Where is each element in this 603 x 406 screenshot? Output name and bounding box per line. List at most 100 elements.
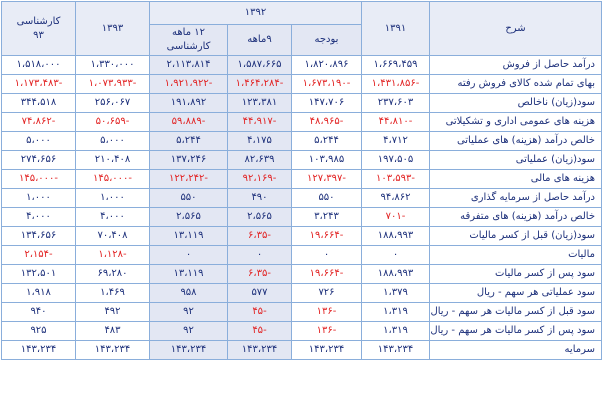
table-cell: ۲۳۷،۶۰۳ bbox=[361, 93, 430, 113]
row-label: خالص درآمد (هزینه) های متفرقه bbox=[429, 207, 602, 227]
table-cell: ۱۳۲،۵۰۱ bbox=[1, 264, 76, 284]
table-cell: ۹۴،۸۶۲ bbox=[361, 188, 430, 208]
header-year-1391: ۱۳۹۱ bbox=[361, 1, 430, 56]
table-cell: ۱،۰۰۰ bbox=[1, 188, 76, 208]
table-cell: ۷۲۶ bbox=[291, 283, 362, 303]
table-cell: -۱،۴۶۴،۲۸۴ bbox=[227, 74, 292, 94]
header-row-1: شرح ۱۳۹۱ ۱۳۹۲ ۱۳۹۳ کارشناسی ۹۳ bbox=[1, 1, 602, 56]
table-cell: -۴۴،۸۱۰ bbox=[361, 112, 430, 132]
header-description: شرح bbox=[429, 1, 602, 56]
table-cell: ۱۹۱،۸۹۲ bbox=[149, 93, 228, 113]
table-cell: -۶،۳۵ bbox=[227, 264, 292, 284]
table-cell: -۱۲۷،۳۹۷ bbox=[291, 169, 362, 189]
table-cell: ۲،۵۶۵ bbox=[227, 207, 292, 227]
header-year-1392: ۱۳۹۲ bbox=[149, 1, 362, 25]
table-cell: ۴،۰۰۰ bbox=[1, 207, 76, 227]
table-cell: -۷۴،۸۶۲ bbox=[1, 112, 76, 132]
table-cell: ۱۸۸،۹۹۳ bbox=[361, 264, 430, 284]
header-expert-93-line1: کارشناسی bbox=[16, 15, 61, 27]
table-cell: ۴۸۳ bbox=[75, 321, 150, 341]
row-label: سود پس از کسر مالیات bbox=[429, 264, 602, 284]
table-cell: -۴۸،۹۶۵ bbox=[291, 112, 362, 132]
table-cell: ۰ bbox=[291, 245, 362, 265]
table-cell: ۰ bbox=[149, 245, 228, 265]
table-cell: -۴۵ bbox=[227, 302, 292, 322]
table-cell: ۴۹۲ bbox=[75, 302, 150, 322]
table-cell: ۵۷۷ bbox=[227, 283, 292, 303]
table-cell: ۰ bbox=[227, 245, 292, 265]
table-cell: ۱۳،۱۱۹ bbox=[149, 226, 228, 246]
header-expert-93-line2: ۹۳ bbox=[33, 29, 44, 41]
row-label: خالص درآمد (هزینه) های عملیاتی bbox=[429, 131, 602, 151]
table-cell: ۱۳۴،۶۵۶ bbox=[1, 226, 76, 246]
table-cell: -۱،۶۷۳،۱۹۰ bbox=[291, 74, 362, 94]
table-cell: -۴۵ bbox=[227, 321, 292, 341]
table-row: سود قبل از کسر مالیات هر سهم - ریال ۱،۳۱۹… bbox=[1, 302, 602, 322]
row-label: سود(زیان) عملیاتی bbox=[429, 150, 602, 170]
header-budget: بودجه bbox=[291, 24, 362, 56]
table-cell: -۴۴،۹۱۷ bbox=[227, 112, 292, 132]
table-cell: -۱،۱۷۳،۴۸۳ bbox=[1, 74, 76, 94]
table-cell: ۱،۵۸۷،۶۶۵ bbox=[227, 55, 292, 75]
table-cell: ۹۵۸ bbox=[149, 283, 228, 303]
row-label: بهای تمام شده کالای فروش رفته bbox=[429, 74, 602, 94]
row-label: سود(زیان) ناخالص bbox=[429, 93, 602, 113]
table-cell: -۹۲،۱۶۹ bbox=[227, 169, 292, 189]
table-cell: ۲،۱۱۳،۸۱۴ bbox=[149, 55, 228, 75]
table-cell: ۱،۵۱۸،۰۰۰ bbox=[1, 55, 76, 75]
table-row: هزینه های عمومی اداری و تشکیلاتی -۴۴،۸۱۰-… bbox=[1, 112, 602, 132]
table-cell: ۰ bbox=[361, 245, 430, 265]
row-label: درآمد حاصل از فروش bbox=[429, 55, 602, 75]
table-cell: ۱۴۳،۲۳۴ bbox=[291, 340, 362, 360]
row-label: هزینه های عمومی اداری و تشکیلاتی bbox=[429, 112, 602, 132]
table-cell: -۷۰۱ bbox=[361, 207, 430, 227]
table-row: سرمایه ۱۴۳،۲۳۴ ۱۴۳،۲۳۴ ۱۴۳،۲۳۴ ۱۴۳،۲۳۴ ۱۴۳،۲۳… bbox=[1, 340, 602, 360]
row-label: سود(زیان) قبل از کسر مالیات bbox=[429, 226, 602, 246]
table-cell: -۲،۱۵۴ bbox=[1, 245, 76, 265]
table-cell: ۹۲ bbox=[149, 321, 228, 341]
table-cell: -۱۳۶ bbox=[291, 302, 362, 322]
table-cell: ۲،۵۶۵ bbox=[149, 207, 228, 227]
table-cell: ۱،۰۰۰ bbox=[75, 188, 150, 208]
row-label: سرمایه bbox=[429, 340, 602, 360]
table-cell: -۱۴۵،۰۰۰ bbox=[75, 169, 150, 189]
table-row: هزینه های مالی -۱۰۳،۵۹۳ -۱۲۷،۳۹۷ -۹۲،۱۶۹ -۱۲… bbox=[1, 169, 602, 189]
table-cell: ۳۴۴،۵۱۸ bbox=[1, 93, 76, 113]
table-cell: ۱،۶۶۹،۴۵۹ bbox=[361, 55, 430, 75]
table-cell: -۱،۱۲۸ bbox=[75, 245, 150, 265]
header-twelve-months-line2: کارشناسی bbox=[166, 41, 211, 52]
header-twelve-months-line1: ۱۲ ماهه bbox=[172, 27, 205, 38]
table-cell: -۱،۴۳۱،۸۵۶ bbox=[361, 74, 430, 94]
income-statement-table: شرح ۱۳۹۱ ۱۳۹۲ ۱۳۹۳ کارشناسی ۹۳ بودجه ۹ما… bbox=[1, 1, 602, 360]
row-label: درآمد حاصل از سرمایه گذاری bbox=[429, 188, 602, 208]
table-cell: ۸۲،۶۳۹ bbox=[227, 150, 292, 170]
table-cell: ۵۵۰ bbox=[291, 188, 362, 208]
table-row: سود پس از کسر مالیات هر سهم - ریال ۱،۳۱۹-… bbox=[1, 321, 602, 341]
table-cell: ۱۴۳،۲۳۴ bbox=[75, 340, 150, 360]
table-cell: ۱،۳۱۹ bbox=[361, 302, 430, 322]
header-nine-months: ۹ماهه bbox=[227, 24, 292, 56]
table-cell: -۱۰۳،۵۹۳ bbox=[361, 169, 430, 189]
table-cell: ۴،۰۰۰ bbox=[75, 207, 150, 227]
table-cell: ۱۴۳،۲۳۴ bbox=[227, 340, 292, 360]
table-cell: ۱۳۷،۲۴۶ bbox=[149, 150, 228, 170]
table-cell: -۶،۳۵ bbox=[227, 226, 292, 246]
table-cell: ۱۴۳،۲۳۴ bbox=[149, 340, 228, 360]
table-cell: -۱،۰۷۳،۹۳۳ bbox=[75, 74, 150, 94]
row-label: سود عملیاتی هر سهم - ریال bbox=[429, 283, 602, 303]
table-cell: ۱۳،۱۱۹ bbox=[149, 264, 228, 284]
table-cell: ۲۵۶،۰۶۷ bbox=[75, 93, 150, 113]
table-cell: ۴،۷۱۲ bbox=[361, 131, 430, 151]
table-cell: ۱۴۷،۷۰۶ bbox=[291, 93, 362, 113]
header-expert-93: کارشناسی ۹۳ bbox=[1, 1, 76, 56]
row-label: سود پس از کسر مالیات هر سهم - ریال bbox=[429, 321, 602, 341]
header-twelve-months: ۱۲ ماهه کارشناسی bbox=[149, 24, 228, 56]
table-cell: -۱۲۲،۲۴۲ bbox=[149, 169, 228, 189]
table-cell: ۵،۲۴۴ bbox=[149, 131, 228, 151]
row-label: مالیات bbox=[429, 245, 602, 265]
table-cell: ۵،۰۰۰ bbox=[1, 131, 76, 151]
table-cell: ۱،۳۳۰،۰۰۰ bbox=[75, 55, 150, 75]
table-cell: ۱۸۸،۹۹۳ bbox=[361, 226, 430, 246]
table-cell: ۱۴۳،۲۳۴ bbox=[361, 340, 430, 360]
table-cell: -۱،۹۲۱،۹۲۲ bbox=[149, 74, 228, 94]
